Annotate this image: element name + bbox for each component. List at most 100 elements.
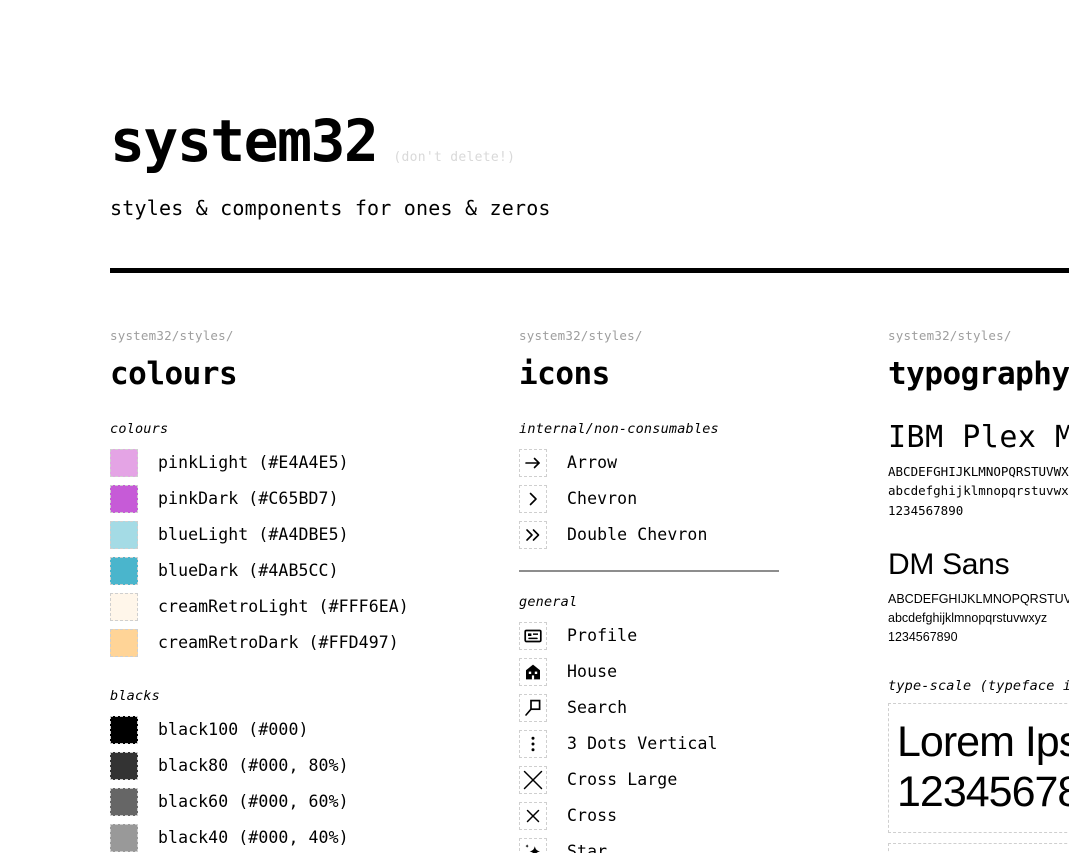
- swatch-pinklight: [110, 448, 138, 477]
- icon-label: Search: [567, 698, 628, 718]
- swatch-pinkdark: [110, 484, 138, 513]
- type-scale-sample-medium: Lorem Ipsum: [888, 842, 1069, 853]
- icon-row: Double Chevron: [519, 517, 879, 553]
- cross-large-icon: [519, 765, 547, 794]
- icon-row: House: [519, 654, 879, 690]
- colour-row: pinkDark (#C65BD7): [110, 481, 510, 517]
- search-icon: [519, 693, 547, 722]
- title-row: system32 (don't delete!): [110, 112, 1069, 170]
- icons-path: system32/styles/: [519, 328, 643, 343]
- type-scale-label: type-scale (typeface is: [888, 677, 1069, 694]
- icon-label: Chevron: [567, 489, 638, 509]
- title-note: (don't delete!): [393, 150, 516, 165]
- colour-label: black100 (#000): [158, 720, 309, 740]
- swatch-black80: [110, 751, 138, 780]
- colour-label: black60 (#000, 60%): [158, 792, 349, 812]
- colour-row: creamRetroLight (#FFF6EA): [110, 589, 510, 625]
- font-specimen-mono-rows: ABCDEFGHIJKLMNOPQRSTUVWXYZ abcdefghijklm…: [888, 462, 1069, 520]
- icons-group-label-general: general: [519, 593, 578, 610]
- font-specimen-mono: IBM Plex Mono ABCDEFGHIJKLMNOPQRSTUVWXYZ…: [888, 419, 1069, 521]
- font-name-dm-sans: DM Sans: [888, 548, 1010, 582]
- swatch-black100: [110, 715, 138, 744]
- icon-row: 3 Dots Vertical: [519, 726, 879, 762]
- font-specimen-sans-rows: ABCDEFGHIJKLMNOPQRSTUVWXYZ abcdefghijklm…: [888, 590, 1069, 648]
- specimen-numerals: 1234567890: [888, 502, 964, 518]
- font-specimen-sans: DM Sans ABCDEFGHIJKLMNOPQRSTUVWXYZ abcde…: [888, 548, 1069, 648]
- colour-label: creamRetroDark (#FFD497): [158, 633, 399, 653]
- page-subtitle: styles & components for ones & zeros: [110, 196, 551, 220]
- specimen-lowercase: abcdefghijklmnopqrstuvwxyz: [888, 483, 1069, 499]
- icons-section-divider: [519, 569, 779, 572]
- typography-title: typography: [888, 355, 1069, 392]
- colour-row: black60 (#000, 60%): [110, 784, 510, 820]
- chevron-right-icon: [519, 484, 547, 513]
- arrow-right-icon: [519, 448, 547, 477]
- colour-label: blueDark (#4AB5CC): [158, 561, 339, 581]
- type-scale-line-numerals: 1234567890: [897, 767, 1069, 816]
- specimen-uppercase: ABCDEFGHIJKLMNOPQRSTUVWXYZ: [888, 464, 1069, 480]
- colour-label: black40 (#000, 40%): [158, 828, 349, 848]
- colour-label: creamRetroLight (#FFF6EA): [158, 597, 409, 617]
- icon-label: Profile: [567, 626, 638, 646]
- swatch-black40: [110, 823, 138, 852]
- icons-list-general: Profile House Search 3 Dots Vertical Cross L…: [519, 618, 879, 853]
- icons-list-internal: Arrow Chevron Double Chevron: [519, 445, 879, 553]
- column-typography: system32/styles/ typography IBM Plex Mon…: [888, 328, 1069, 853]
- colours-list-colours: pinkLight (#E4A4E5) pinkDark (#C65BD7) blu…: [110, 445, 510, 661]
- icon-label: Cross: [567, 806, 618, 826]
- colour-label: black80 (#000, 80%): [158, 756, 349, 776]
- column-icons: system32/styles/ icons internal/non-cons…: [519, 328, 879, 853]
- colour-label: pinkDark (#C65BD7): [158, 489, 339, 509]
- profile-icon: [519, 621, 547, 650]
- colour-label: blueLight (#A4DBE5): [158, 525, 349, 545]
- cross-icon: [519, 801, 547, 830]
- colour-row: creamRetroDark (#FFD497): [110, 625, 510, 661]
- type-scale-sample-large: Lorem Ipsum 1234567890: [888, 702, 1069, 833]
- swatch-black60: [110, 787, 138, 816]
- icon-row: Star: [519, 834, 879, 853]
- font-name-ibm-plex-mono: IBM Plex Mono: [888, 419, 1069, 455]
- specimen-lowercase: abcdefghijklmnopqrstuvwxyz: [888, 611, 1048, 626]
- icon-label: Cross Large: [567, 770, 678, 790]
- specimen-uppercase: ABCDEFGHIJKLMNOPQRSTUVWXYZ: [888, 591, 1069, 606]
- house-icon: [519, 657, 547, 686]
- header-divider: [110, 268, 1069, 273]
- colour-row: blueLight (#A4DBE5): [110, 517, 510, 553]
- column-colours: system32/styles/ colours colours pinkLig…: [110, 328, 510, 853]
- type-scale-line-text: Lorem Ipsum: [897, 717, 1069, 766]
- icon-row: Cross: [519, 798, 879, 834]
- icon-label: Double Chevron: [567, 525, 708, 545]
- swatch-bluedark: [110, 556, 138, 585]
- page-header: system32 (don't delete!) styles & compon…: [110, 112, 1069, 220]
- colours-path: system32/styles/: [110, 328, 234, 343]
- icon-row: Chevron: [519, 481, 879, 517]
- three-dots-vertical-icon: [519, 729, 547, 758]
- colour-row: pinkLight (#E4A4E5): [110, 445, 510, 481]
- icons-title: icons: [519, 355, 610, 392]
- colours-list-blacks: black100 (#000) black80 (#000, 80%) black6…: [110, 712, 510, 853]
- swatch-creamretrodark: [110, 628, 138, 657]
- icon-row: Cross Large: [519, 762, 879, 798]
- colour-row: blueDark (#4AB5CC): [110, 553, 510, 589]
- icon-row: Profile: [519, 618, 879, 654]
- page-title: system32: [110, 107, 379, 175]
- colour-row: black40 (#000, 40%): [110, 820, 510, 853]
- icon-label: 3 Dots Vertical: [567, 734, 718, 754]
- columns-container: system32/styles/ colours colours pinkLig…: [0, 328, 1069, 853]
- specimen-numerals: 1234567890: [888, 630, 958, 645]
- icon-label: Arrow: [567, 453, 618, 473]
- swatch-creamretrolight: [110, 592, 138, 621]
- icon-label: House: [567, 662, 618, 682]
- swatch-bluelight: [110, 520, 138, 549]
- colours-group-label-blacks: blacks: [110, 687, 160, 704]
- icon-label: Star: [567, 842, 608, 853]
- star-icon: [519, 837, 547, 853]
- colours-group-label-colours: colours: [110, 420, 169, 437]
- typography-path: system32/styles/: [888, 328, 1012, 343]
- colour-label: pinkLight (#E4A4E5): [158, 453, 349, 473]
- icon-row: Arrow: [519, 445, 879, 481]
- icon-row: Search: [519, 690, 879, 726]
- colour-row: black100 (#000): [110, 712, 510, 748]
- double-chevron-right-icon: [519, 520, 547, 549]
